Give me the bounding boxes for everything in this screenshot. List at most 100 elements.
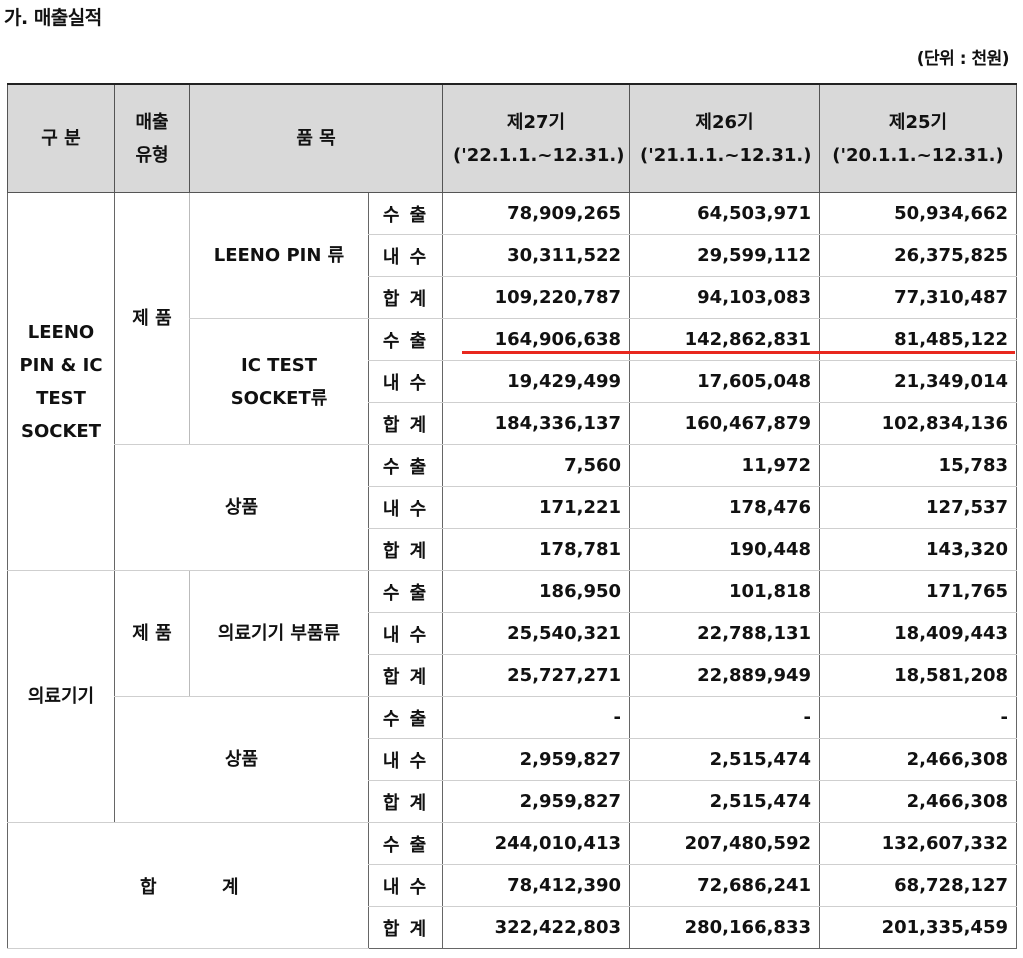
total-label-part2: 계 — [222, 876, 239, 898]
table-row: 내 수 25,540,321 22,788,131 18,409,443 — [8, 612, 1018, 655]
value-cell: 26,375,825 — [819, 234, 1018, 277]
table-row: 내 수 78,412,390 72,686,241 68,728,127 — [8, 864, 1018, 907]
value-cell: 94,103,083 — [629, 276, 820, 319]
value-cell: 132,607,332 — [819, 822, 1018, 865]
value-cell: 64,503,971 — [629, 192, 820, 235]
value-cell: 22,788,131 — [629, 612, 820, 655]
value-cell: 184,336,137 — [442, 402, 630, 445]
value-cell: 164,906,638 — [442, 318, 630, 361]
sub-label-export: 수 출 — [367, 192, 443, 235]
value-cell: 109,220,787 — [442, 276, 630, 319]
value-cell: 50,934,662 — [819, 192, 1018, 235]
value-cell: 15,783 — [819, 444, 1018, 487]
value-cell: 25,727,271 — [442, 654, 630, 697]
sub-label-export: 수 출 — [367, 570, 443, 613]
sub-label-export: 수 출 — [367, 444, 443, 487]
value-cell: 171,765 — [819, 570, 1018, 613]
table-row: 상품 수 출 7,560 11,972 15,783 — [8, 444, 1018, 571]
table-row: 합 계 184,336,137 160,467,879 102,834,136 — [8, 402, 1018, 445]
value-cell: 280,166,833 — [629, 906, 820, 949]
value-cell: 78,909,265 — [442, 192, 630, 235]
sub-label-sum: 합 계 — [367, 276, 443, 319]
value-cell: 22,889,949 — [629, 654, 820, 697]
value-cell: 17,605,048 — [629, 360, 820, 403]
table-row: LEENO PIN & IC TEST SOCKET 제 품 LEENO PIN 류… — [7, 192, 1018, 571]
value-cell: 72,686,241 — [629, 864, 820, 907]
table-row: 내 수 30,311,522 29,599,112 26,375,825 — [8, 234, 1018, 277]
header-sales-type: 매출 유형 — [114, 83, 190, 193]
table-row: 내 수 171,221 178,476 127,537 — [8, 486, 1018, 529]
sub-label-sum: 합 계 — [367, 402, 443, 445]
table-row: 의료기기 제 품 의료기기 부품류 수 출 186,950 101,818 171,765 — [7, 570, 1018, 823]
header-item: 품 목 — [188, 83, 444, 193]
table-row: 상품 수 출--- — [8, 696, 1018, 823]
value-cell: 160,467,879 — [629, 402, 820, 445]
sales-table: 구 분 매출 유형 품 목 제27기 ('22.1.1.~12.31.) 제26… — [7, 83, 1018, 949]
value-cell: 2,515,474 — [629, 738, 820, 781]
value-cell: 7,560 — [442, 444, 630, 487]
value-cell: 77,310,487 — [819, 276, 1018, 319]
value-cell: 18,409,443 — [819, 612, 1018, 655]
value-cell: 25,540,321 — [442, 612, 630, 655]
value-cell: 178,781 — [442, 528, 630, 571]
type-label-product-medical: 제 품 — [114, 570, 190, 697]
value-cell: 2,959,827 — [442, 780, 630, 823]
highlight-underline — [462, 351, 1015, 354]
item-label-leeno-pin: LEENO PIN 류 — [189, 192, 369, 319]
value-cell: - — [819, 696, 1018, 739]
value-cell: - — [442, 696, 630, 739]
value-cell: 21,349,014 — [819, 360, 1018, 403]
value-cell: 322,422,803 — [442, 906, 630, 949]
type-label-goods: 상품 — [114, 444, 369, 571]
header-fy25: 제25기 ('20.1.1.~12.31.) — [819, 83, 1018, 193]
value-cell: 2,515,474 — [629, 780, 820, 823]
sub-label-domestic: 내 수 — [367, 612, 443, 655]
value-cell: 68,728,127 — [819, 864, 1018, 907]
value-cell: 171,221 — [442, 486, 630, 529]
value-cell: 102,834,136 — [819, 402, 1018, 445]
table-row: 내 수 19,429,499 17,605,048 21,349,014 — [8, 360, 1018, 403]
header-fy27: 제27기 ('22.1.1.~12.31.) — [442, 83, 631, 193]
value-cell: 186,950 — [442, 570, 630, 613]
sub-label-sum: 합 계 — [367, 654, 443, 697]
group-label-medical: 의료기기 — [7, 570, 115, 823]
value-cell: 190,448 — [629, 528, 820, 571]
unit-label: (단위 : 천원) — [916, 49, 1010, 69]
value-cell: 2,466,308 — [819, 738, 1018, 781]
value-cell: 19,429,499 — [442, 360, 630, 403]
sub-label-domestic: 내 수 — [367, 360, 443, 403]
table-row: 합 계 109,220,787 94,103,083 77,310,487 — [8, 276, 1018, 319]
header-category: 구 분 — [7, 83, 115, 193]
type-label-goods-medical: 상품 — [114, 696, 369, 823]
sub-label-domestic: 내 수 — [367, 738, 443, 781]
value-cell: 178,476 — [629, 486, 820, 529]
sub-label-domestic: 내 수 — [367, 864, 443, 907]
type-label-product: 제 품 — [114, 192, 190, 445]
value-cell: 29,599,112 — [629, 234, 820, 277]
sub-label-export: 수 출 — [367, 318, 443, 361]
header-row: 구 분 매출 유형 품 목 제27기 ('22.1.1.~12.31.) 제26… — [7, 83, 1018, 193]
group-label-socket: LEENO PIN & IC TEST SOCKET — [7, 192, 115, 571]
item-label-ic-socket: IC TEST SOCKET류 — [189, 318, 369, 445]
sub-label-sum: 합 계 — [367, 906, 443, 949]
total-label-part1: 합 — [140, 876, 157, 898]
value-cell: - — [629, 696, 820, 739]
sub-label-export: 수 출 — [367, 822, 443, 865]
value-cell: 207,480,592 — [629, 822, 820, 865]
value-cell: 201,335,459 — [819, 906, 1018, 949]
header-fy26: 제26기 ('21.1.1.~12.31.) — [629, 83, 821, 193]
value-cell: 2,959,827 — [442, 738, 630, 781]
item-label-medical-parts: 의료기기 부품류 — [189, 570, 369, 697]
value-cell: 18,581,208 — [819, 654, 1018, 697]
sub-label-sum: 합 계 — [367, 780, 443, 823]
value-cell: 11,972 — [629, 444, 820, 487]
sub-label-domestic: 내 수 — [367, 234, 443, 277]
value-cell: 2,466,308 — [819, 780, 1018, 823]
table-row: 합 계 2,959,827 2,515,474 2,466,308 — [8, 780, 1018, 823]
value-cell: 81,485,122 — [819, 318, 1018, 361]
value-cell: 101,818 — [629, 570, 820, 613]
value-cell: 30,311,522 — [442, 234, 630, 277]
sub-label-sum: 합 계 — [367, 528, 443, 571]
